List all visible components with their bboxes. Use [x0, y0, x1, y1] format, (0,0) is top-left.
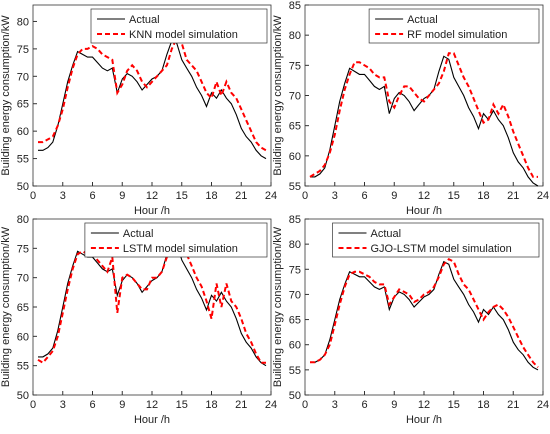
- y-tick-label: 70: [289, 91, 301, 103]
- x-tick-label: 21: [507, 399, 519, 411]
- x-tick-label: 15: [176, 399, 188, 411]
- legend-label: KNN model simulation: [129, 29, 238, 41]
- y-tick-label: 50: [289, 390, 301, 402]
- x-tick-label: 18: [477, 190, 489, 202]
- legend-box: [84, 222, 268, 258]
- series-line: [38, 36, 267, 152]
- x-tick-label: 21: [235, 190, 247, 202]
- x-tick-label: 12: [146, 190, 158, 202]
- x-tick-label: 15: [176, 190, 188, 202]
- y-tick-label: 80: [289, 30, 301, 42]
- y-axis-label: Building energy consumption/kW: [272, 226, 284, 387]
- x-tick-label: 3: [332, 399, 338, 411]
- y-tick-label: 55: [17, 361, 29, 373]
- x-tick-label: 12: [418, 190, 430, 202]
- legend-box: [368, 8, 540, 44]
- x-axis-label: Hour /h: [406, 205, 442, 217]
- x-axis-label: Hour /h: [134, 205, 170, 217]
- y-tick-label: 55: [289, 365, 301, 377]
- series-line: [309, 52, 538, 178]
- x-tick-label: 9: [119, 399, 125, 411]
- y-tick-label: 65: [289, 121, 301, 133]
- y-axis-label: Building energy consumption/kW: [0, 226, 12, 387]
- x-tick-label: 6: [361, 399, 367, 411]
- x-tick-label: 3: [332, 190, 338, 202]
- y-tick-label: 75: [289, 264, 301, 276]
- y-tick-label: 65: [17, 302, 29, 314]
- y-tick-label: 85: [289, 0, 301, 12]
- x-tick-label: 24: [537, 190, 549, 202]
- y-tick-label: 60: [17, 126, 29, 138]
- y-tick-label: 65: [17, 99, 29, 111]
- y-tick-label: 55: [17, 154, 29, 166]
- x-tick-label: 24: [265, 190, 277, 202]
- x-tick-label: 15: [448, 399, 460, 411]
- x-tick-label: 6: [89, 399, 95, 411]
- y-tick-label: 55: [289, 181, 301, 193]
- x-tick-label: 12: [418, 399, 430, 411]
- legend-label: Actual: [371, 228, 402, 240]
- x-tick-label: 6: [89, 190, 95, 202]
- x-tick-label: 21: [507, 190, 519, 202]
- legend-label: LSTM model simulation: [123, 243, 238, 255]
- x-tick-label: 15: [448, 190, 460, 202]
- x-tick-label: 24: [537, 399, 549, 411]
- legend-label: Actual: [129, 14, 160, 26]
- x-tick-label: 9: [391, 190, 397, 202]
- x-tick-label: 21: [235, 399, 247, 411]
- y-tick-label: 75: [17, 243, 29, 255]
- x-axis-label: Hour /h: [406, 414, 442, 426]
- y-tick-label: 80: [17, 16, 29, 28]
- x-tick-label: 24: [265, 399, 277, 411]
- series-line: [310, 257, 539, 368]
- y-tick-label: 50: [17, 181, 29, 193]
- y-tick-label: 60: [289, 340, 301, 352]
- x-tick-label: 9: [119, 190, 125, 202]
- y-tick-label: 80: [289, 239, 301, 251]
- x-tick-label: 0: [30, 399, 36, 411]
- legend-label: RF model simulation: [407, 29, 507, 41]
- y-tick-label: 75: [17, 44, 29, 56]
- legend-box: [90, 8, 268, 44]
- legend-box: [332, 222, 540, 258]
- y-tick-label: 70: [17, 273, 29, 285]
- x-tick-label: 0: [302, 190, 308, 202]
- y-tick-label: 70: [17, 71, 29, 83]
- series-line: [37, 234, 266, 364]
- x-tick-label: 9: [391, 399, 397, 411]
- series-line: [310, 55, 539, 187]
- legend-label: GJO-LSTM model simulation: [371, 243, 512, 255]
- x-axis-label: Hour /h: [134, 414, 170, 426]
- y-axis-label: Building energy consumption/kW: [0, 15, 12, 176]
- legend-label: Actual: [123, 228, 154, 240]
- y-tick-label: 65: [289, 315, 301, 327]
- y-tick-label: 60: [17, 331, 29, 343]
- series-line: [38, 238, 267, 367]
- y-tick-label: 85: [289, 214, 301, 226]
- x-tick-label: 18: [205, 190, 217, 202]
- x-tick-label: 0: [302, 399, 308, 411]
- y-tick-label: 80: [17, 214, 29, 226]
- y-axis-label: Building energy consumption/kW: [272, 15, 284, 176]
- legend-label: Actual: [407, 14, 438, 26]
- x-tick-label: 3: [60, 190, 66, 202]
- y-tick-label: 70: [289, 289, 301, 301]
- y-tick-label: 75: [289, 60, 301, 72]
- x-tick-label: 0: [30, 190, 36, 202]
- x-tick-label: 18: [477, 399, 489, 411]
- x-tick-label: 18: [205, 399, 217, 411]
- x-tick-label: 12: [146, 399, 158, 411]
- x-tick-label: 3: [60, 399, 66, 411]
- y-tick-label: 50: [17, 390, 29, 402]
- x-tick-label: 6: [361, 190, 367, 202]
- y-tick-label: 60: [289, 151, 301, 163]
